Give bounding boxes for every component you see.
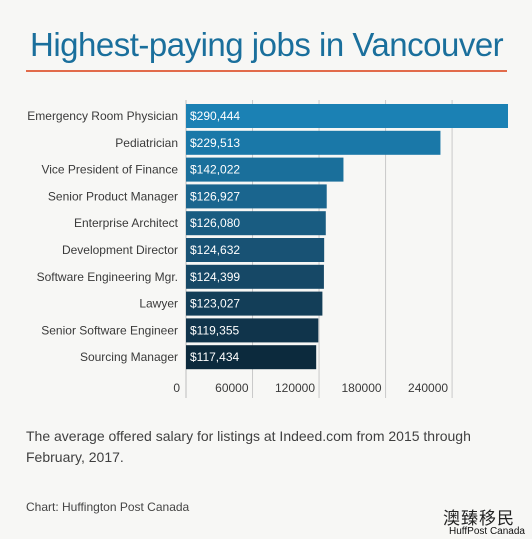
bar-value-label: $119,355 <box>190 323 239 337</box>
bar-value-label: $142,022 <box>190 163 240 177</box>
watermark-chinese-text: 澳臻移民 <box>443 509 515 529</box>
bar-value-label: $126,927 <box>190 189 240 203</box>
bar <box>186 157 344 182</box>
bar-value-label: $123,027 <box>190 297 240 311</box>
bar-value-label: $117,434 <box>190 350 239 364</box>
category-label: Software Engineering Mgr. <box>37 270 178 284</box>
x-tick-label: 120000 <box>275 381 315 395</box>
category-label: Senior Product Manager <box>48 189 178 203</box>
watermark-english-text: HuffPost Canada <box>449 526 525 537</box>
chart-title: Highest-paying jobs in Vancouver <box>30 26 504 63</box>
category-label: Senior Software Engineer <box>41 323 178 337</box>
category-label: Emergency Room Physician <box>27 109 178 123</box>
bar-value-label: $124,399 <box>190 270 240 284</box>
bar <box>186 291 323 316</box>
x-tick-label: 60000 <box>215 381 249 395</box>
bar <box>186 104 508 128</box>
category-label: Sourcing Manager <box>80 350 178 364</box>
category-label: Development Director <box>62 243 178 257</box>
title-underline <box>26 70 507 72</box>
bar-value-label: $290,444 <box>190 109 240 123</box>
bar-chart: Emergency Room Physician $290,444 Pediatri… <box>27 100 508 398</box>
bar-value-label: $229,513 <box>190 136 240 150</box>
x-tick-label: 0 <box>173 381 180 395</box>
bar-value-label: $124,632 <box>190 243 240 257</box>
category-label: Vice President of Finance <box>41 163 178 177</box>
bar <box>186 264 324 289</box>
bar-value-label: $126,080 <box>190 216 240 230</box>
bar <box>186 238 325 262</box>
bar <box>186 184 327 209</box>
category-label: Lawyer <box>139 297 178 311</box>
category-label: Enterprise Architect <box>74 216 179 230</box>
x-tick-label: 240000 <box>408 381 448 395</box>
chart-caption: The average offered salary for listings … <box>26 428 471 465</box>
bar <box>186 211 326 236</box>
chart-credit: Chart: Huffington Post Canada <box>26 500 190 514</box>
bar <box>186 345 317 370</box>
category-label: Pediatrician <box>115 136 178 150</box>
x-tick-label: 180000 <box>342 381 382 395</box>
bar <box>186 130 441 155</box>
bar <box>186 318 319 343</box>
